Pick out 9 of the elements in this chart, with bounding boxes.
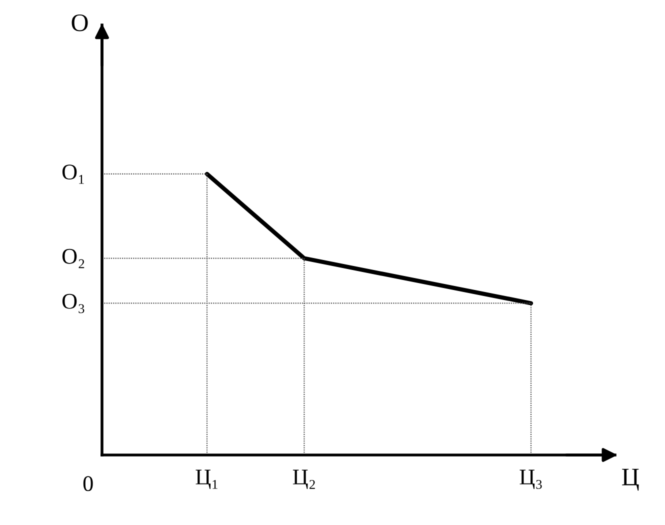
text: О₁ bbox=[62, 164, 84, 184]
x-tick-label: Ц₂ bbox=[292, 470, 315, 490]
x-tick-label: Ц₁ bbox=[196, 470, 218, 490]
text: О bbox=[72, 14, 88, 32]
x-axis-title: Ц bbox=[622, 468, 639, 491]
text: О₃ bbox=[62, 294, 84, 314]
x-tick-label: Ц₃ bbox=[520, 470, 542, 490]
text: 0 bbox=[83, 476, 93, 492]
text: О₂ bbox=[62, 248, 84, 268]
